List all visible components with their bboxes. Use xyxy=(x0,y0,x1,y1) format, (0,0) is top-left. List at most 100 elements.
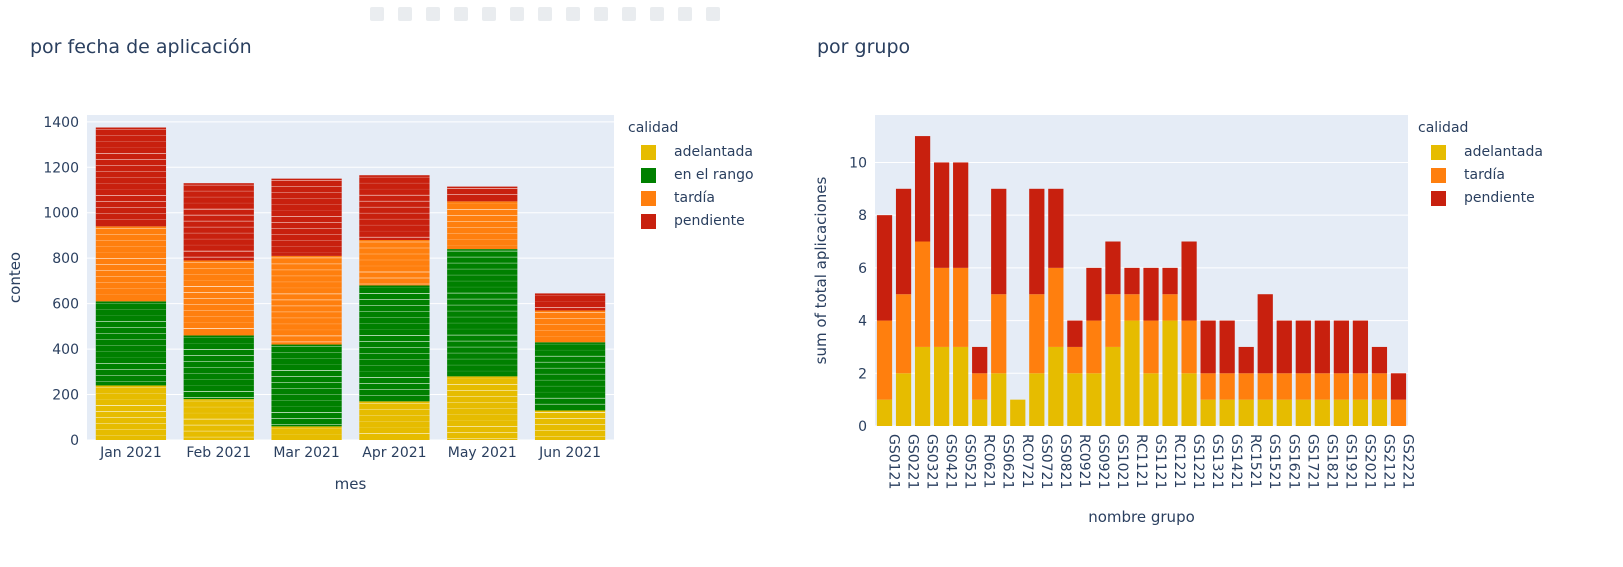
hover-closest-icon[interactable] xyxy=(650,7,664,21)
x-tick-label: Feb 2021 xyxy=(186,445,251,461)
bar-tard-a-gs0621 xyxy=(991,294,1007,374)
bar-adelantada-gs1021 xyxy=(1105,346,1121,426)
bar-adelantada-gs1321 xyxy=(1200,399,1216,426)
legend-swatch xyxy=(641,144,656,160)
bar-adelantada-gs1721 xyxy=(1295,399,1311,426)
bar-adelantada-jan-2021 xyxy=(95,385,167,440)
lasso-icon[interactable] xyxy=(482,7,496,21)
bar-pendiente-gs1221 xyxy=(1181,241,1197,321)
bar-pendiente-gs2021 xyxy=(1352,320,1369,374)
bar-tard-a-gs0521 xyxy=(953,267,969,347)
y-tick-label: 400 xyxy=(52,342,79,358)
bar-pendiente-rc1121 xyxy=(1124,267,1140,295)
x-tick-label: GS0521 xyxy=(962,434,978,489)
right-chart-title: por grupo xyxy=(817,36,911,58)
bar-en-el-rango-may-2021 xyxy=(447,249,518,377)
bar-adelantada-gs0121 xyxy=(876,399,893,426)
bar-tard-a-gs0821 xyxy=(1048,267,1064,347)
bar-pendiente-gs1421 xyxy=(1219,320,1235,374)
zoom-in-icon[interactable] xyxy=(510,7,524,21)
x-tick-label: GS1421 xyxy=(1228,434,1244,489)
legend-label: adelantada xyxy=(1464,144,1543,160)
bar-pendiente-rc0921 xyxy=(1067,320,1083,347)
x-tick-label: GS1121 xyxy=(1152,434,1168,489)
x-tick-label: GS0221 xyxy=(905,434,921,489)
bar-pendiente-rc0621 xyxy=(972,346,988,374)
x-tick-label: RC0621 xyxy=(981,434,997,488)
x-tick-label: GS1721 xyxy=(1304,434,1320,489)
bar-pendiente-gs1021 xyxy=(1105,241,1121,295)
y-axis-title: sum of total aplicaciones xyxy=(812,177,830,365)
left-legend-item-tardia[interactable]: tardía xyxy=(641,188,715,208)
bar-tard-a-gs1121 xyxy=(1143,320,1159,374)
left-chart-title: por fecha de aplicación xyxy=(30,36,252,58)
bar-pendiente-jan-2021 xyxy=(95,127,167,227)
right-legend-item-tardia[interactable]: tardía xyxy=(1431,165,1505,185)
y-tick-label: 1200 xyxy=(43,160,79,176)
y-tick-label: 800 xyxy=(52,251,79,267)
x-tick-label: GS2021 xyxy=(1361,434,1377,489)
legend-swatch xyxy=(1431,190,1446,206)
x-tick-label: GS2221 xyxy=(1399,434,1415,489)
spike-lines-icon[interactable] xyxy=(622,7,636,21)
bar-tard-a-rc0921 xyxy=(1067,346,1083,374)
left-legend-item-adelantada[interactable]: adelantada xyxy=(641,142,753,162)
x-tick-label: May 2021 xyxy=(448,445,517,461)
pan-icon[interactable] xyxy=(426,7,440,21)
y-tick-label: 200 xyxy=(52,388,79,404)
plotly-logo-icon[interactable] xyxy=(706,7,720,21)
x-tick-label: GS0821 xyxy=(1057,434,1073,489)
zoom-out-icon[interactable] xyxy=(538,7,552,21)
zoom-icon[interactable] xyxy=(398,7,412,21)
y-tick-label: 10 xyxy=(849,155,867,171)
x-tick-label: GS1321 xyxy=(1209,434,1225,489)
x-tick-label: Apr 2021 xyxy=(362,445,426,461)
x-tick-label: RC0921 xyxy=(1076,434,1092,488)
y-tick-label: 1000 xyxy=(43,206,79,222)
box-select-icon[interactable] xyxy=(454,7,468,21)
bar-tard-a-gs1321 xyxy=(1200,373,1216,400)
camera-icon[interactable] xyxy=(370,7,384,21)
bar-tard-a-gs1621 xyxy=(1276,373,1292,400)
bar-pendiente-gs1621 xyxy=(1276,320,1292,374)
bar-tard-a-rc0621 xyxy=(972,373,988,400)
x-tick-label: GS1621 xyxy=(1285,434,1301,489)
y-tick-label: 2 xyxy=(858,366,867,382)
bar-adelantada-rc1221 xyxy=(1162,320,1178,426)
x-tick-label: GS0921 xyxy=(1095,434,1111,489)
x-tick-label: GS0421 xyxy=(943,434,959,489)
bar-en-el-rango-jan-2021 xyxy=(95,301,167,386)
bar-tard-a-rc1521 xyxy=(1238,373,1254,400)
bar-adelantada-gs1421 xyxy=(1219,399,1235,426)
bar-pendiente-gs0621 xyxy=(991,188,1007,295)
right-legend-item-adelantada[interactable]: adelantada xyxy=(1431,142,1543,162)
bar-tard-a-gs0421 xyxy=(934,267,950,347)
left-legend-title: calidad xyxy=(628,120,679,136)
bar-tard-a-gs1221 xyxy=(1181,320,1197,374)
bar-adelantada-gs1621 xyxy=(1276,399,1292,426)
x-tick-label: GS1821 xyxy=(1323,434,1339,489)
left-legend-item-en-el-rango[interactable]: en el rango xyxy=(641,165,754,185)
right-legend-item-pendiente[interactable]: pendiente xyxy=(1431,188,1535,208)
bar-pendiente-gs0821 xyxy=(1048,188,1064,268)
reset-axes-icon[interactable] xyxy=(594,7,608,21)
bar-adelantada-gs0921 xyxy=(1086,373,1102,426)
bar-pendiente-gs0321 xyxy=(914,136,931,242)
plot-area xyxy=(87,115,614,440)
bar-pendiente-gs1121 xyxy=(1143,267,1159,321)
x-axis-title: mes xyxy=(335,475,367,493)
autoscale-icon[interactable] xyxy=(566,7,580,21)
bar-adelantada-apr-2021 xyxy=(359,401,430,440)
plot-modebar[interactable] xyxy=(370,2,780,26)
y-tick-label: 0 xyxy=(70,433,79,449)
legend-swatch xyxy=(1431,144,1446,160)
bar-pendiente-gs0521 xyxy=(953,162,969,268)
hover-compare-icon[interactable] xyxy=(678,7,692,21)
left-legend-item-pendiente[interactable]: pendiente xyxy=(641,211,745,231)
bar-tard-a-gs0921 xyxy=(1086,320,1102,374)
x-tick-label: GS0121 xyxy=(886,434,902,489)
bar-adelantada-gs1821 xyxy=(1314,399,1330,426)
bar-adelantada-rc0621 xyxy=(972,399,988,426)
bar-tard-a-gs2221 xyxy=(1390,399,1407,426)
